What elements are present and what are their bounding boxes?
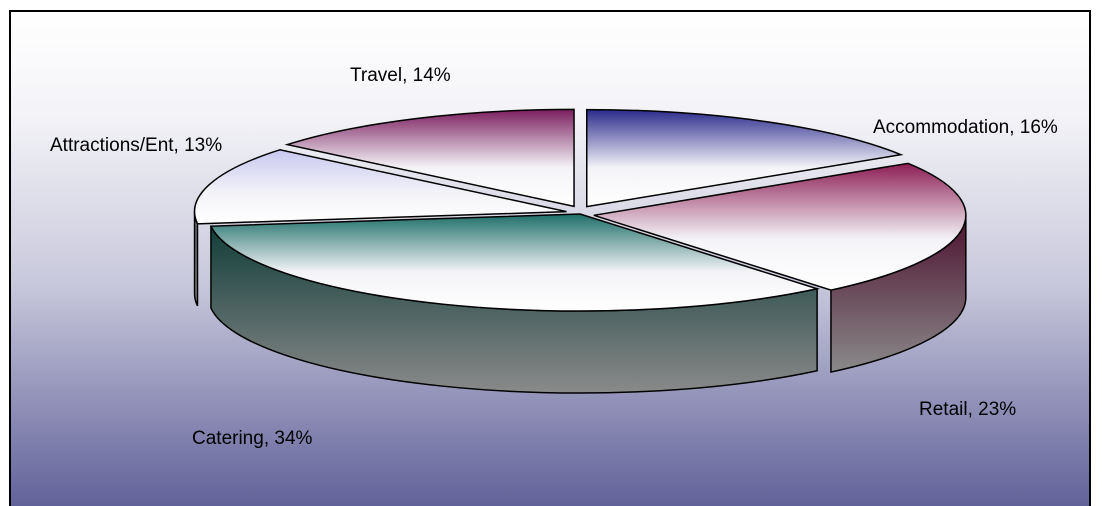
slice-label-catering: Catering, 34% xyxy=(192,428,313,449)
pie-chart: Accommodation, 16% Retail, 23% Catering, 3… xyxy=(50,65,1058,449)
pie-slice-catering xyxy=(209,213,821,312)
pie-labels: Accommodation, 16% Retail, 23% Catering, 3… xyxy=(50,65,1058,449)
pie-slice-accommodation xyxy=(585,108,904,208)
pie-slice-travel xyxy=(284,108,575,208)
pie-side-attractions-ent xyxy=(193,211,199,307)
chart-area: Accommodation, 16% Retail, 23% Catering, 3… xyxy=(9,10,1091,506)
slice-label-attractions-ent: Attractions/Ent, 13% xyxy=(50,135,222,156)
slice-label-travel: Travel, 14% xyxy=(350,65,451,86)
pie-slice-retail xyxy=(593,162,967,291)
pie-slice-attractions-ent xyxy=(193,149,567,225)
pie-tops xyxy=(193,108,967,312)
slice-label-accommodation: Accommodation, 16% xyxy=(873,117,1058,138)
slice-label-retail: Retail, 23% xyxy=(919,399,1016,420)
